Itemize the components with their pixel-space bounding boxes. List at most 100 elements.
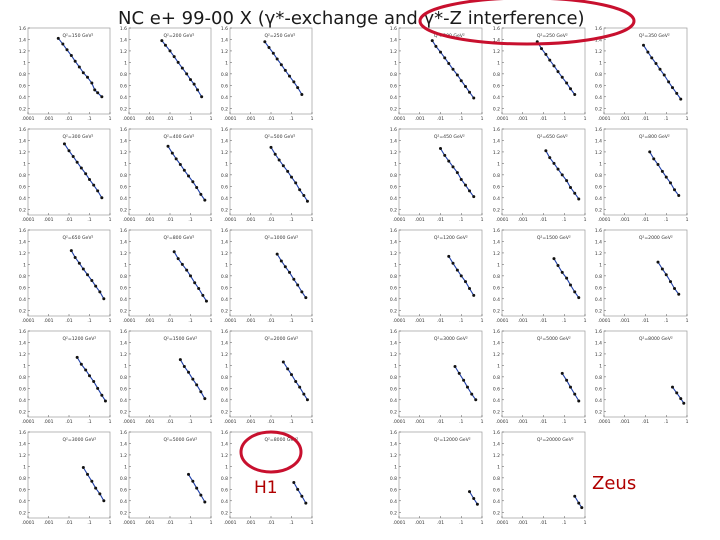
y-tick-label: 0.4 (120, 499, 127, 505)
y-tick-label: 1.2 (120, 49, 127, 55)
x-tick-label: 1 (481, 217, 484, 223)
data-point (193, 281, 197, 285)
x-tick-label: .1 (289, 520, 293, 526)
y-tick-label: 1.4 (493, 138, 500, 144)
y-tick-label: 0.4 (120, 196, 127, 202)
x-tick-label: .01 (642, 318, 649, 324)
panel-frame (501, 229, 586, 317)
x-tick-label: .01 (437, 520, 444, 526)
data-point (199, 390, 203, 394)
theory-curve (167, 145, 206, 201)
y-tick-label: 1.6 (595, 228, 602, 234)
panel-q2-label: Q²=650 GeV² (62, 235, 93, 241)
x-tick-label: .1 (289, 217, 293, 223)
data-point (100, 393, 104, 397)
y-tick-label: 0.6 (19, 184, 26, 190)
y-tick-label: 1.2 (19, 49, 26, 55)
panel-frame (27, 330, 111, 418)
data-point (459, 177, 463, 181)
data-point (192, 82, 196, 86)
data-point (263, 40, 267, 44)
y-tick-label: 0.2 (595, 106, 602, 112)
y-tick-label: 0.8 (493, 476, 500, 482)
x-tick-label: .001 (43, 318, 53, 324)
y-tick-label: 1 (599, 60, 602, 66)
y-tick-label: 0.8 (493, 173, 500, 179)
panel-q2-label: Q²=300 GeV² (62, 134, 93, 140)
y-tick-label: 1.2 (390, 251, 397, 257)
y-tick-label: 0.6 (19, 487, 26, 493)
x-tick-label: .0001 (224, 520, 237, 526)
y-tick-label: 0.2 (19, 308, 26, 314)
panel-q2-label: Q²=500 GeV² (264, 134, 295, 140)
data-point (86, 472, 90, 476)
x-tick-label: .001 (620, 318, 630, 324)
y-tick-label: 1.6 (221, 26, 228, 32)
y-tick-label: 1.4 (120, 138, 127, 144)
x-tick-label: .1 (188, 318, 192, 324)
y-tick-label: 0.2 (595, 409, 602, 415)
data-point (90, 81, 94, 85)
data-point (660, 169, 664, 173)
y-tick-label: 1.2 (19, 251, 26, 257)
y-tick-label: 0.8 (221, 72, 228, 78)
h1-panel-9: 0.2 0.4 0.6 0.8 1 1.2 1.4 1.6 .0001 .001 .01 .1 1 Q²=… (19, 329, 112, 425)
y-tick-label: 1.2 (19, 453, 26, 459)
panel-frame (229, 128, 313, 216)
x-tick-label: .1 (664, 116, 668, 122)
y-tick-label: 1 (394, 464, 397, 470)
data-point (662, 73, 666, 77)
x-tick-label: .01 (267, 318, 274, 324)
x-tick-label: .01 (540, 116, 547, 122)
h1-panel-1: 0.2 0.4 0.6 0.8 1 1.2 1.4 1.6 .0001 .001 .01 .1 1 Q²=… (120, 26, 213, 122)
data-point (462, 378, 466, 382)
x-tick-label: .1 (459, 116, 463, 122)
y-tick-label: 0.2 (120, 409, 127, 415)
x-tick-label: .0001 (22, 116, 35, 122)
y-tick-label: 0.8 (595, 375, 602, 381)
data-point (61, 42, 65, 46)
x-tick-label: 1 (686, 419, 689, 425)
data-point (88, 374, 91, 378)
data-point (573, 290, 577, 294)
data-point (468, 490, 472, 494)
panel-q2-label: Q²=3000 GeV² (62, 437, 96, 443)
y-tick-label: 1.4 (221, 37, 228, 43)
y-tick-label: 1.4 (19, 239, 26, 245)
panel-frame (603, 330, 688, 418)
data-point (577, 197, 581, 201)
data-point (203, 397, 207, 401)
y-tick-label: 1.4 (19, 441, 26, 447)
data-point (168, 49, 172, 53)
x-tick-label: .01 (267, 419, 274, 425)
y-tick-label: 0.2 (390, 207, 397, 213)
x-tick-label: 1 (210, 217, 213, 223)
panel-frame (398, 330, 483, 418)
y-tick-label: 1.2 (390, 453, 397, 459)
data-point (298, 188, 302, 192)
data-point (472, 497, 476, 501)
y-tick-label: 0.8 (221, 375, 228, 381)
y-tick-label: 0.8 (120, 476, 127, 482)
data-point (648, 150, 652, 154)
y-tick-label: 0.2 (595, 207, 602, 213)
y-tick-label: 0.8 (390, 375, 397, 381)
data-point (465, 385, 469, 389)
panel-frame (398, 229, 483, 317)
x-tick-label: .0001 (393, 217, 406, 223)
y-tick-label: 1.4 (390, 441, 397, 447)
x-tick-label: .001 (415, 217, 425, 223)
x-tick-label: 1 (584, 318, 587, 324)
h1-panel-4: 0.2 0.4 0.6 0.8 1 1.2 1.4 1.6 .0001 .001 .01 .1 1 Q²=… (120, 127, 213, 223)
data-point (294, 181, 298, 185)
data-point (430, 39, 434, 43)
y-tick-label: 1.2 (493, 352, 500, 358)
x-tick-label: .001 (144, 217, 154, 223)
data-point (197, 286, 201, 290)
data-point (191, 180, 195, 184)
y-tick-label: 1.2 (493, 49, 500, 55)
data-point (300, 93, 304, 97)
data-point (195, 383, 199, 387)
panel-frame (27, 229, 111, 317)
panel-q2-label: Q²=1500 GeV² (537, 235, 571, 241)
